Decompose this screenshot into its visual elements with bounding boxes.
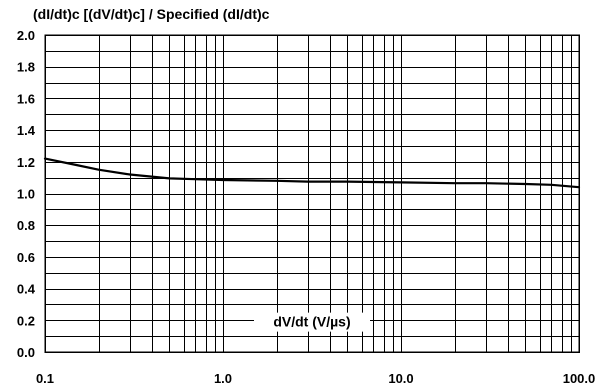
series-line xyxy=(43,157,581,189)
y-tick-label: 0.8 xyxy=(17,218,35,233)
y-tick-label: 1.4 xyxy=(17,123,36,138)
y-tick-label: 0.2 xyxy=(17,313,35,328)
y-tick-label: 0.0 xyxy=(17,345,35,360)
plot-frame xyxy=(44,34,580,353)
x-axis-label-background xyxy=(254,312,370,332)
x-tick-label: 100.0 xyxy=(563,371,596,386)
grid xyxy=(45,35,579,352)
y-tick-label: 1.0 xyxy=(17,187,35,202)
x-tick-labels: 0.1 1.0 10.0 100.0 xyxy=(36,371,595,386)
y-tick-label: 0.4 xyxy=(17,282,36,297)
x-tick-label: 0.1 xyxy=(36,371,54,386)
y-tick-label: 0.6 xyxy=(17,250,35,265)
series-layer xyxy=(43,157,581,189)
x-tick-label: 10.0 xyxy=(388,371,413,386)
y-tick-label: 2.0 xyxy=(17,28,35,43)
chart-title: (dI/dt)c [(dV/dt)c] / Specified (dI/dt)c xyxy=(33,6,270,22)
y-tick-label: 1.6 xyxy=(17,91,35,106)
y-tick-label: 1.2 xyxy=(17,155,35,170)
y-tick-label: 1.8 xyxy=(17,60,35,75)
x-tick-label: 1.0 xyxy=(214,371,232,386)
x-axis-label: dV/dt (V/µs) xyxy=(273,314,350,330)
y-tick-labels: 0.0 0.2 0.4 0.6 0.8 1.0 1.2 1.4 1.6 1.8 2.0 xyxy=(17,28,36,360)
